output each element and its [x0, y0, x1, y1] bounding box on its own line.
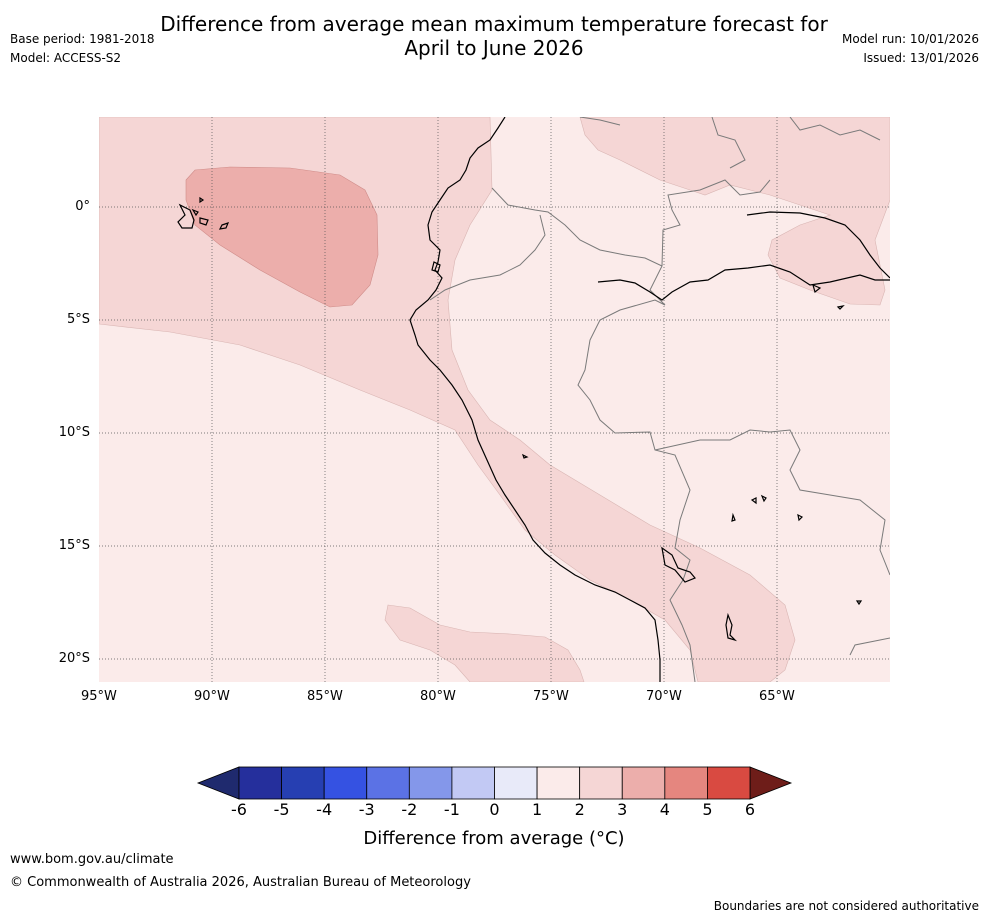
map-area [99, 117, 890, 682]
lat-label-20s: 20°S [58, 651, 90, 666]
colorbar-tick-label: -1 [443, 800, 460, 819]
title-line-2: April to June 2026 [404, 36, 584, 60]
colorbar-box [707, 766, 751, 800]
model-run: Model run: 10/01/2026 [841, 32, 979, 46]
lat-label-0: 0° [75, 199, 90, 214]
colorbar-box [323, 766, 368, 800]
colorbar-tick-label: 2 [574, 800, 585, 819]
lon-label-80w: 80°W [420, 689, 456, 704]
colorbar-box [366, 766, 410, 800]
colorbar-box [621, 766, 666, 800]
colorbar-box [451, 766, 495, 800]
copyright: © Commonwealth of Australia 2026, Austra… [10, 875, 471, 890]
colorbar-box [664, 766, 708, 800]
colorbar-box [238, 766, 282, 800]
colorbar-tick-label: -4 [316, 800, 333, 819]
colorbar [196, 766, 793, 800]
colorbar-box [281, 766, 325, 800]
colorbar-box [536, 766, 581, 800]
country-borders [429, 117, 890, 682]
bom-url: www.bom.gov.au/climate [10, 852, 174, 867]
lat-label-5s: 5°S [66, 312, 90, 327]
colorbar-tick-label: 1 [531, 800, 543, 819]
title-line-1: Difference from average mean maximum tem… [160, 12, 828, 36]
colorbar-box [494, 766, 538, 800]
chart-title: Difference from average mean maximum tem… [0, 12, 988, 60]
lon-label-70w: 70°W [646, 689, 682, 704]
model-name: Model: ACCESS-S2 [10, 51, 122, 65]
colorbar-tick-label: 6 [744, 800, 756, 819]
lat-label-15s: 15°S [58, 538, 90, 553]
lat-label-10s: 10°S [58, 425, 90, 440]
coastline [177, 117, 890, 682]
colorbar-high-extension [749, 766, 793, 800]
colorbar-title: Difference from average (°C) [363, 828, 625, 849]
colorbar-tick-label: 5 [702, 800, 713, 819]
colorbar-box [408, 766, 453, 800]
gridlines [99, 117, 890, 682]
colorbar-tick-label: 3 [617, 800, 628, 819]
colorbar-low-extension [196, 766, 240, 800]
colorbar-tick-label: 4 [659, 800, 670, 819]
base-period: Base period: 1981-2018 [10, 32, 155, 46]
issued-date: Issued: 13/01/2026 [863, 51, 979, 65]
colorbar-tick-label: -3 [358, 800, 375, 819]
disclaimer: Boundaries are not considered authoritat… [713, 899, 979, 913]
anomaly-1-2-south [384, 604, 585, 682]
colorbar-tick-label: -6 [231, 800, 247, 819]
lon-label-65w: 65°W [759, 689, 795, 704]
lon-label-85w: 85°W [307, 689, 343, 704]
lon-label-90w: 90°W [194, 689, 230, 704]
lon-label-95w: 95°W [81, 689, 117, 704]
colorbar-tick-label: 0 [489, 800, 500, 819]
colorbar-tick-label: -5 [273, 800, 290, 819]
lon-label-75w: 75°W [533, 689, 569, 704]
colorbar-tick-label: -2 [401, 800, 418, 819]
colorbar-box [579, 766, 623, 800]
anomaly-1-2-northeast [579, 117, 890, 306]
anomaly-2-3-galapagos [185, 166, 379, 308]
